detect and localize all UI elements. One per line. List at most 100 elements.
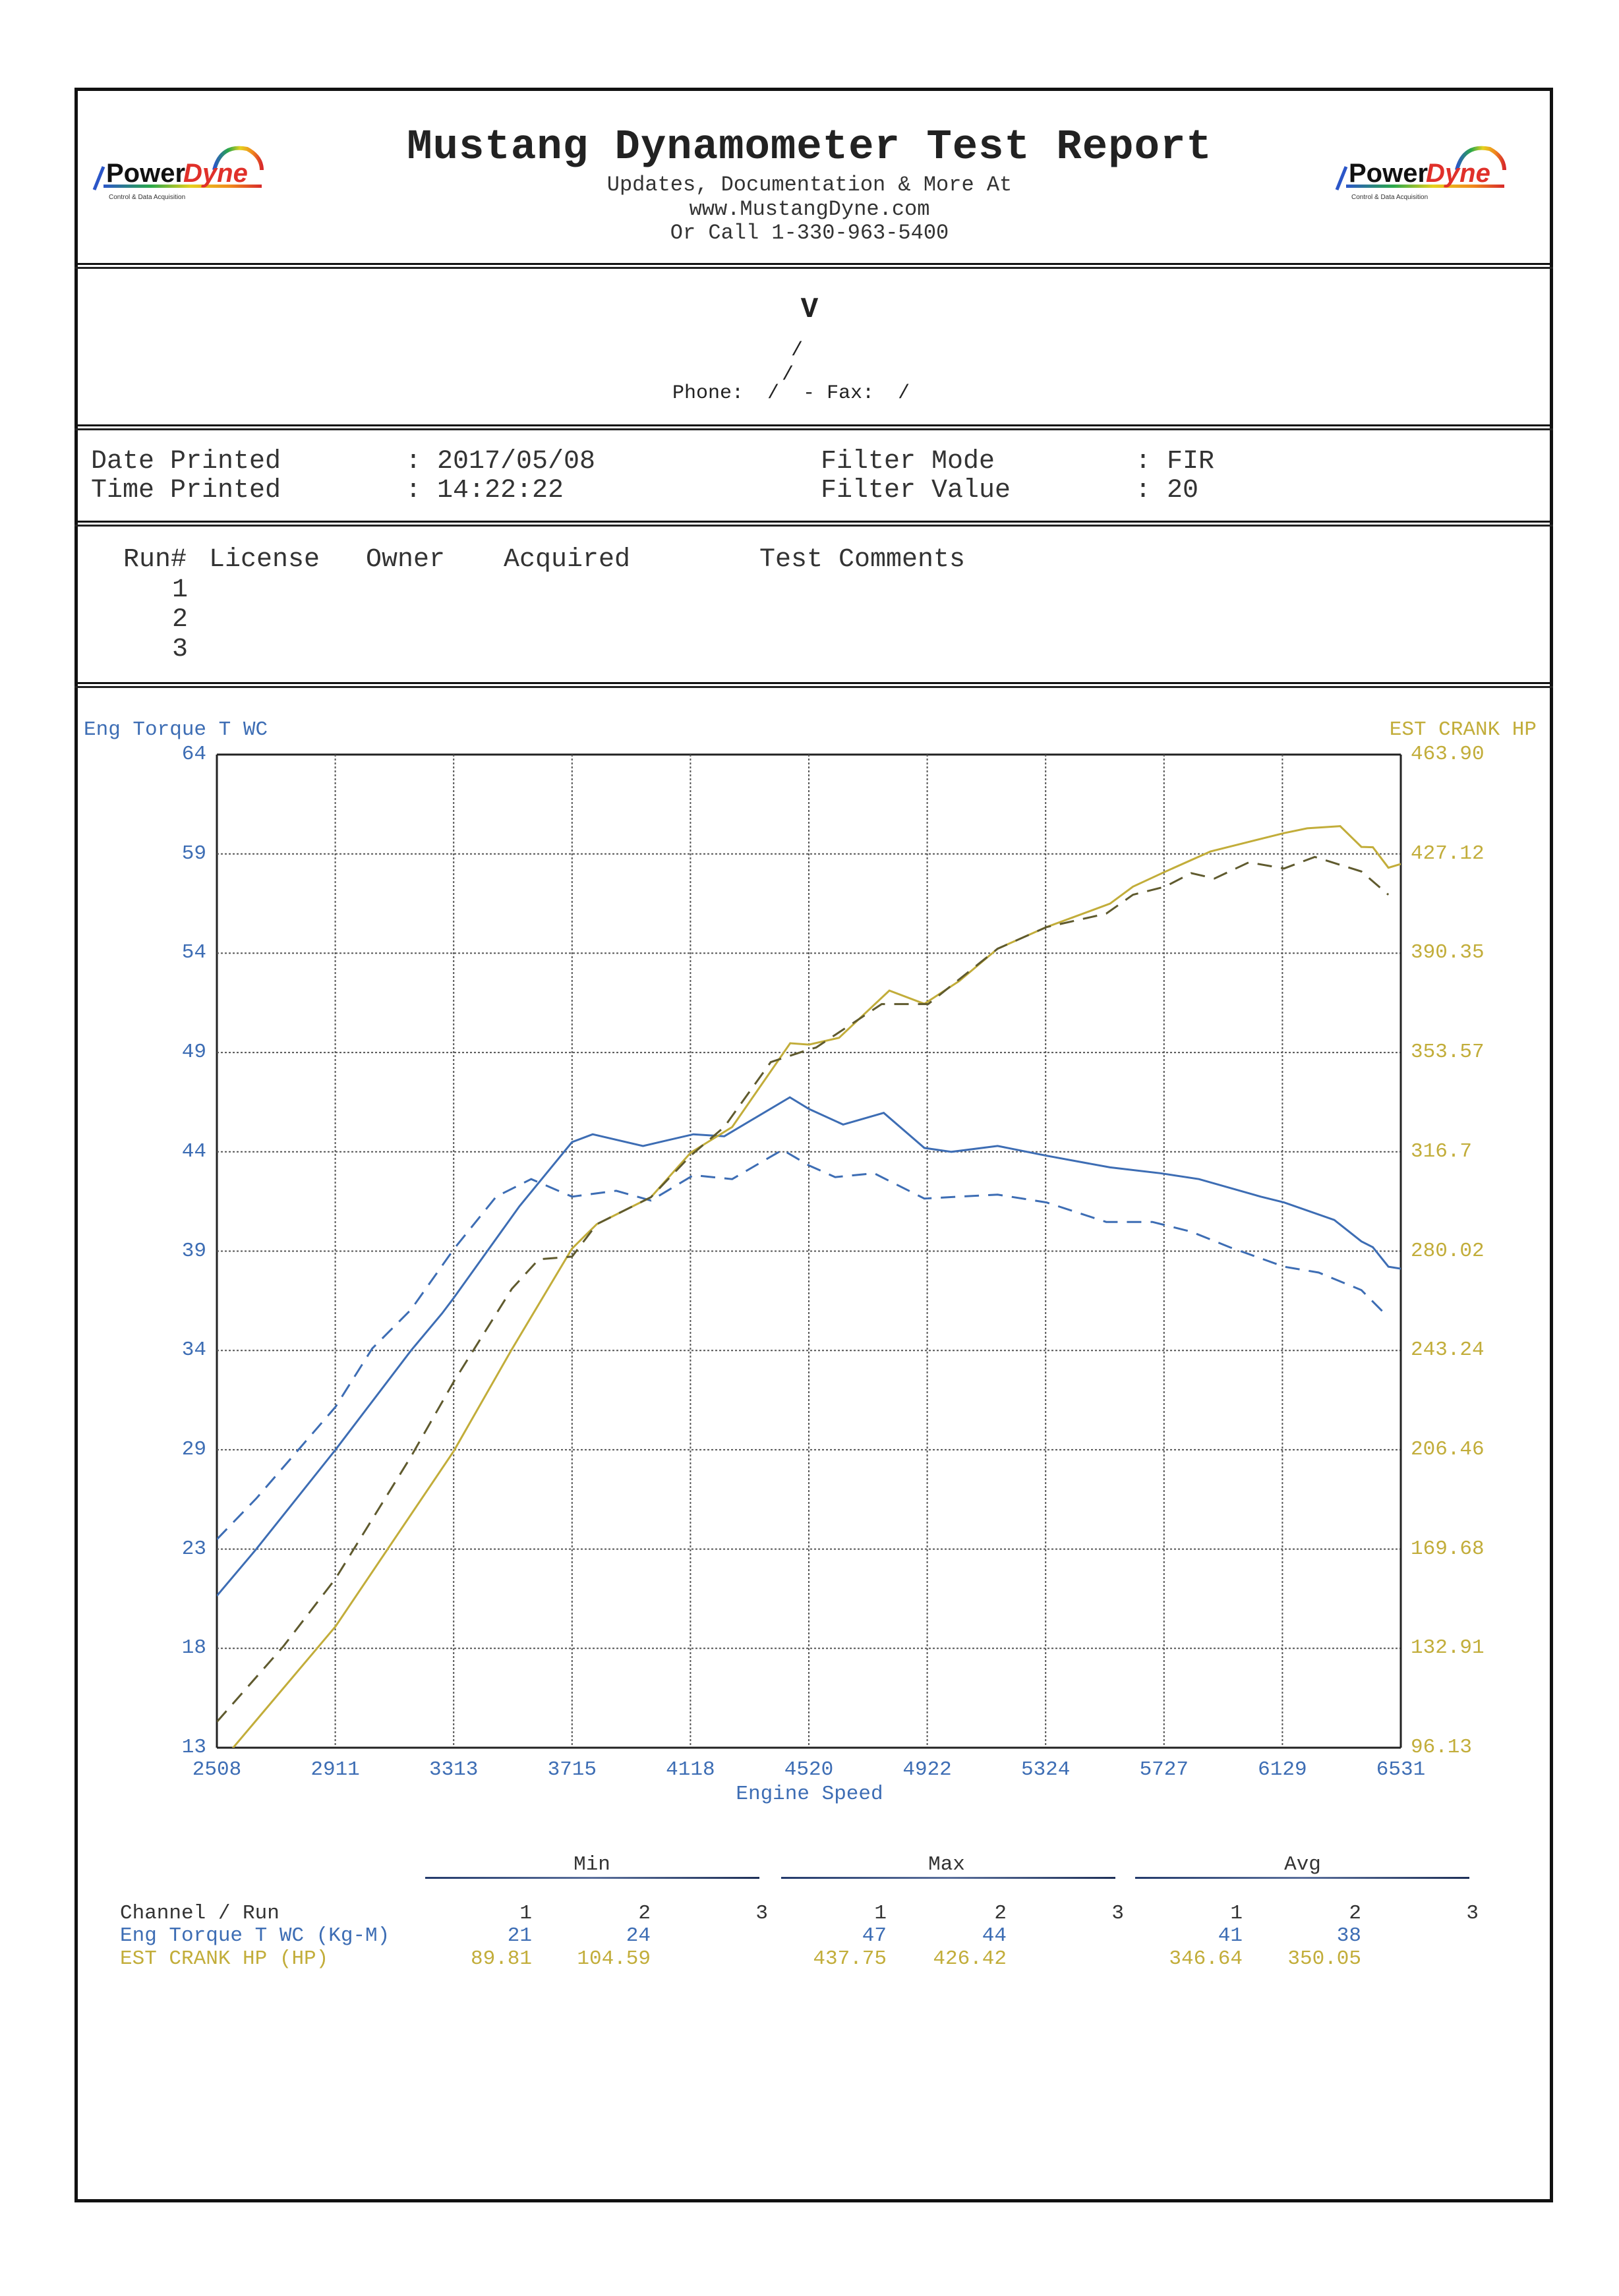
y-tick-label: 64	[181, 743, 206, 766]
test-comments-header: Test Comments	[759, 545, 966, 575]
stats-group-underline	[781, 1877, 1115, 1879]
x-tick-label: 6129	[1258, 1758, 1307, 1781]
stats-value: 350.05	[1287, 1947, 1361, 1970]
license-header: License	[209, 545, 320, 575]
report-frame	[74, 88, 1553, 2202]
report-title: Mustang Dynamometer Test Report	[407, 124, 1212, 171]
stats-value: 89.81	[470, 1947, 532, 1970]
stats-channel-label: EST CRANK HP (HP)	[120, 1947, 329, 1970]
powerdyne-logo-right: Power Dyne Control & Data Acquisition	[1335, 146, 1506, 201]
stats-value: 426.42	[933, 1947, 1007, 1970]
y2-tick-label: 427.12	[1411, 842, 1485, 865]
owner-header: Owner	[366, 545, 446, 575]
x-tick-label: 4118	[666, 1758, 715, 1781]
y2-tick-label: 132.91	[1411, 1636, 1485, 1660]
x-tick-label: 6531	[1376, 1758, 1426, 1781]
filter-value-value: : 20	[1135, 476, 1199, 505]
filter-mode-label: Filter Mode	[821, 447, 995, 476]
time-printed-value: : 14:22:22	[405, 476, 564, 505]
stats-value: 24	[626, 1924, 651, 1947]
y-tick-label: 34	[181, 1338, 206, 1362]
y2-tick-label: 243.24	[1411, 1338, 1485, 1362]
svg-text:Dyne: Dyne	[183, 159, 248, 188]
stats-value: 346.64	[1169, 1947, 1243, 1970]
customer-name: V	[800, 293, 819, 326]
run-row: 2	[172, 605, 189, 635]
date-printed-label: Date Printed	[91, 447, 281, 476]
stats-group-header: Avg	[1284, 1853, 1321, 1876]
y-tick-label: 49	[181, 1041, 206, 1064]
stats-value: 21	[507, 1924, 532, 1947]
x-tick-label: 2911	[310, 1758, 360, 1781]
y2-tick-label: 169.68	[1411, 1537, 1485, 1561]
run-number: 3	[755, 1902, 768, 1925]
customer-address-1: /	[791, 339, 804, 362]
divider	[74, 424, 1553, 430]
y-tick-label: 29	[181, 1437, 206, 1461]
powerdyne-logo-left: Power Dyne Control & Data Acquisition	[92, 146, 264, 201]
customer-contact: Phone: / - Fax: /	[672, 382, 910, 405]
stats-channel-label: Eng Torque T WC (Kg-M)	[120, 1924, 390, 1947]
stats-group-underline	[1135, 1877, 1469, 1879]
hp-series-run-1	[231, 825, 1401, 1748]
run-number: 3	[1466, 1902, 1479, 1925]
y-axis-title: Eng Torque T WC	[84, 718, 268, 741]
torque-series-run-2	[217, 1149, 1386, 1540]
filter-value-label: Filter Value	[821, 476, 1011, 505]
stats-value: 437.75	[813, 1947, 887, 1970]
x-tick-label: 5727	[1139, 1758, 1189, 1781]
x-tick-label: 2508	[192, 1758, 242, 1781]
run-number: 2	[638, 1902, 651, 1925]
divider	[74, 521, 1553, 527]
divider	[74, 263, 1553, 269]
x-axis-title: Engine Speed	[736, 1783, 883, 1806]
y2-tick-label: 96.13	[1411, 1736, 1473, 1759]
divider	[74, 682, 1553, 688]
svg-text:Power: Power	[106, 159, 185, 188]
phone-label: Phone:	[672, 382, 744, 405]
torque-series-run-1	[217, 1096, 1401, 1597]
fax-value: /	[898, 382, 910, 405]
y2-tick-label: 280.02	[1411, 1239, 1485, 1263]
y-tick-label: 54	[181, 941, 206, 965]
y2-axis-title: EST CRANK HP	[1389, 718, 1537, 741]
y2-tick-label: 316.7	[1411, 1139, 1473, 1163]
run-number: 2	[1349, 1902, 1361, 1925]
y2-tick-label: 390.35	[1411, 941, 1485, 965]
y2-tick-label: 463.90	[1411, 743, 1485, 766]
stats-value: 41	[1218, 1924, 1243, 1947]
header-website: www.MustangDyne.com	[689, 197, 930, 221]
svg-text:Power: Power	[1349, 159, 1428, 188]
y-tick-label: 44	[181, 1139, 206, 1163]
x-tick-label: 3313	[428, 1758, 479, 1781]
date-printed-value: : 2017/05/08	[405, 447, 596, 476]
x-tick-label: 4922	[902, 1758, 952, 1781]
stats-group-underline	[425, 1877, 759, 1879]
channel-run-label: Channel / Run	[120, 1902, 280, 1925]
run-number: 2	[994, 1902, 1007, 1925]
y2-tick-label: 353.57	[1411, 1041, 1485, 1064]
run-number: 3	[1111, 1902, 1124, 1925]
run-header: Run#	[123, 545, 187, 575]
time-printed-label: Time Printed	[91, 476, 281, 505]
x-tick-label: 5324	[1020, 1758, 1071, 1781]
svg-text:Control & Data Acquisition: Control & Data Acquisition	[109, 194, 185, 201]
x-tick-label: 4520	[784, 1758, 834, 1781]
stats-value: 104.59	[577, 1947, 651, 1970]
stats-group-header: Max	[928, 1853, 965, 1876]
stats-group-header: Min	[574, 1853, 610, 1876]
x-tick-label: 3715	[547, 1758, 597, 1781]
y-tick-label: 23	[181, 1537, 206, 1561]
run-row: 3	[172, 635, 189, 664]
filter-mode-value: : FIR	[1135, 447, 1215, 476]
stats-value: 44	[982, 1924, 1007, 1947]
y-tick-label: 39	[181, 1239, 206, 1263]
svg-text:Control & Data Acquisition: Control & Data Acquisition	[1351, 194, 1428, 201]
run-number: 1	[874, 1902, 887, 1925]
dyno-chart	[216, 753, 1402, 1749]
phone-value: /	[767, 382, 780, 405]
y-tick-label: 13	[181, 1736, 206, 1759]
run-row: 1	[172, 575, 189, 605]
svg-text:Dyne: Dyne	[1426, 159, 1490, 188]
y2-tick-label: 206.46	[1411, 1437, 1485, 1461]
